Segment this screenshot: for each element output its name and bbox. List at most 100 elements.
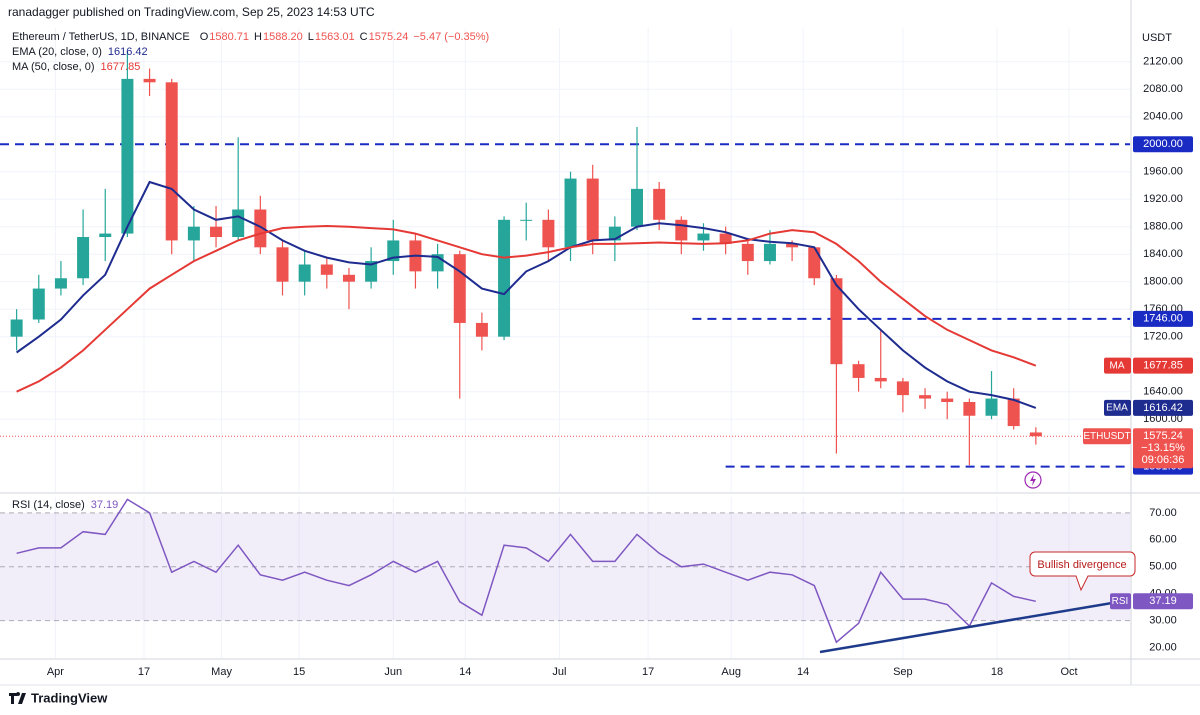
- y-tick-label: 1600.00: [1143, 413, 1183, 425]
- x-tick-label: 18: [991, 666, 1003, 678]
- y-tick-label: 2040.00: [1143, 111, 1183, 123]
- candle-body: [542, 219, 555, 248]
- ohlc-value: 1588.20: [263, 31, 303, 43]
- last-price-box: [1133, 428, 1193, 469]
- symbol-name: Ethereum / TetherUS, 1D, BINANCE: [12, 31, 190, 43]
- rsi-tag: RSI: [1112, 596, 1129, 607]
- rsi-trendline: [819, 600, 1119, 654]
- candle-body: [653, 188, 666, 220]
- x-tick-label: 17: [138, 666, 150, 678]
- rsi-tag-box: [1110, 593, 1131, 610]
- currency-label: USDT: [1142, 32, 1172, 44]
- candle-body: [54, 278, 67, 289]
- countdown: 09:06:36: [1142, 454, 1185, 466]
- candle-body: [985, 398, 998, 416]
- footer-logo: [9, 692, 26, 704]
- candle-body: [342, 274, 355, 282]
- annotation-text: Bullish divergence: [1037, 559, 1126, 571]
- candle-body: [165, 82, 178, 241]
- candle-body: [520, 219, 533, 221]
- x-tick-label: 15: [293, 666, 305, 678]
- candle-body: [143, 78, 156, 83]
- header-row: Ethereum / TetherUS, 1D, BINANCE O 1580.71…: [12, 31, 489, 43]
- candle-body: [298, 264, 311, 282]
- candle-body: [675, 219, 688, 241]
- level-label: 1746.00: [1143, 313, 1183, 325]
- rsi-line: [16, 498, 1036, 644]
- indicator-tag: EMA: [1106, 403, 1128, 414]
- ohlc-label: O: [200, 31, 209, 43]
- ohlc-label: C: [360, 31, 368, 43]
- indicator-value-box: [1133, 357, 1193, 374]
- legend-name: EMA (20, close, 0): [12, 46, 102, 58]
- y-tick-label: 1880.00: [1143, 221, 1183, 233]
- candle-body: [276, 247, 289, 282]
- candle-body: [896, 381, 909, 396]
- ohlc-value: 1575.24: [369, 31, 409, 43]
- candle-body: [874, 377, 887, 382]
- indicator-tag-box: [1104, 357, 1131, 374]
- ohlc-label: L: [308, 31, 314, 43]
- symbol-tag: ETHUSDT: [1083, 431, 1130, 442]
- candle-body: [564, 178, 577, 248]
- indicator-tag: MA: [1110, 360, 1125, 371]
- candle-body: [121, 78, 134, 234]
- axis-layer: 1600.001640.001720.001760.001800.001840.…: [47, 56, 1193, 678]
- y-tick-label: 1720.00: [1143, 331, 1183, 343]
- annotation-callout: Bullish divergence: [1029, 551, 1136, 592]
- candle-body: [232, 209, 245, 237]
- indicator-tag-box: [1104, 399, 1131, 416]
- y-tick-label: 20.00: [1149, 641, 1177, 653]
- x-tick-label: Apr: [47, 666, 64, 678]
- candle-body: [741, 243, 754, 262]
- x-tick-label: May: [211, 666, 232, 678]
- plot-layer: [0, 51, 1130, 644]
- y-tick-label: 1840.00: [1143, 248, 1183, 260]
- legend-name: MA (50, close, 0): [12, 61, 95, 73]
- ohlc-value: 1580.71: [209, 31, 249, 43]
- level-box: [1133, 310, 1193, 327]
- candle-body: [719, 233, 732, 244]
- last-price: 1575.24: [1143, 430, 1183, 442]
- x-tick-label: Jun: [384, 666, 402, 678]
- x-tick-label: 14: [797, 666, 809, 678]
- candle-body: [763, 243, 776, 262]
- candle-body: [77, 237, 90, 279]
- x-tick-label: 14: [459, 666, 471, 678]
- rsi-value-box: [1133, 593, 1193, 610]
- indicator-value: 1616.42: [1143, 402, 1183, 414]
- candle-body: [963, 402, 976, 416]
- indicator-line: [16, 224, 1037, 393]
- symbol-tag-box: [1083, 428, 1131, 445]
- x-tick-label: 17: [642, 666, 654, 678]
- candle-body: [387, 240, 400, 262]
- legend: EMA (20, close, 0) 1616.42 MA (50, close, …: [12, 46, 148, 511]
- candle-body: [99, 233, 112, 237]
- alert-bolt: [1030, 474, 1036, 486]
- rsi-legend-value: 37.19: [91, 499, 119, 511]
- alert-icon: [1024, 471, 1042, 489]
- y-tick-label: 1960.00: [1143, 166, 1183, 178]
- y-tick-label: 60.00: [1149, 534, 1177, 546]
- ohlc-label: H: [254, 31, 262, 43]
- indicator-value: 1677.85: [1143, 360, 1183, 372]
- footer: TradingView: [9, 690, 108, 705]
- level-box: [1133, 136, 1193, 153]
- candle-body: [830, 278, 843, 365]
- price-change: −5.47 (−0.35%): [413, 31, 489, 43]
- ohlc-value: 1563.01: [315, 31, 355, 43]
- candle-body: [631, 188, 644, 227]
- y-tick-label: 1800.00: [1143, 276, 1183, 288]
- candle-body: [254, 209, 267, 248]
- y-tick-label: 2120.00: [1143, 56, 1183, 68]
- last-change: −13.15%: [1141, 442, 1185, 454]
- candle-body: [453, 254, 466, 323]
- grid-layer: [0, 28, 1130, 658]
- y-tick-label: 70.00: [1149, 507, 1177, 519]
- rsi-title: RSI (14, close): [12, 499, 85, 511]
- candle-body: [320, 264, 333, 275]
- x-tick-label: Sep: [893, 666, 913, 678]
